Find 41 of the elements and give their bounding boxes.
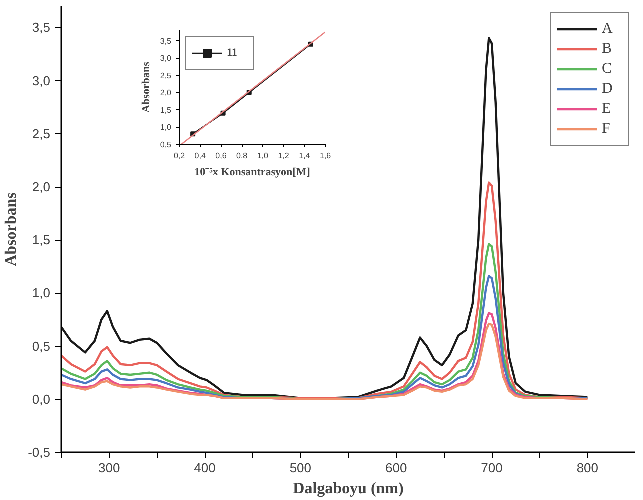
x-tick-label: 1,6	[320, 152, 332, 160]
y-tick-label: 1,0	[32, 286, 51, 301]
x-axis-title: Dalgaboyu (nm)	[293, 480, 404, 498]
y-tick-label: 2,5	[32, 126, 51, 142]
x-tick-label: 400	[194, 460, 216, 476]
legend-label: E	[602, 100, 612, 118]
y-tick-label: 1,5	[32, 232, 51, 248]
y-tick-label: 2,0	[160, 88, 172, 98]
y-tick-label: 0,5	[160, 140, 172, 150]
y-tick-label: 3,5	[160, 36, 172, 46]
legend-label: C	[602, 60, 614, 78]
x-tick-label: 1,2	[278, 152, 290, 160]
legend-label: B	[602, 40, 614, 58]
y-tick-label: 2,0	[32, 180, 51, 195]
x-tick-label: 0,2	[174, 152, 186, 160]
y-tick-label: 0,0	[32, 392, 51, 407]
x-tick-label: 0,4	[194, 152, 206, 160]
y-axis-title: Absorbans	[3, 192, 20, 266]
y-tick-label: 3,0	[160, 54, 172, 64]
y-axis-title: Absorbans	[140, 61, 152, 113]
y-tick-label: 3,0	[32, 73, 51, 88]
x-tick-label: 700	[481, 460, 503, 476]
legend-label: A	[602, 20, 614, 38]
y-tick-label: 3,5	[32, 20, 51, 36]
x-tick-label: 0,6	[216, 152, 228, 160]
x-tick-label: 800	[576, 460, 599, 476]
legend-label: D	[602, 80, 614, 98]
y-tick-label: 1,5	[160, 106, 172, 115]
x-tick-label: 1,0	[257, 152, 270, 160]
y-tick-label: 0,5	[32, 338, 51, 354]
x-tick-label: 600	[385, 460, 408, 476]
x-tick-label: 0,8	[236, 152, 248, 160]
legend-label: 11	[227, 46, 238, 60]
x-tick-label: 300	[98, 460, 120, 476]
x-axis-title: 10⁻⁵x Konsantrasyon[M]	[194, 166, 310, 178]
y-tick-label: -0,5	[28, 445, 51, 460]
x-tick-label: 500	[290, 460, 312, 476]
legend-label: F	[602, 120, 612, 138]
y-tick-label: 1,0	[160, 123, 172, 132]
y-tick-label: 2,5	[160, 71, 172, 80]
x-tick-label: 1,4	[299, 152, 311, 160]
